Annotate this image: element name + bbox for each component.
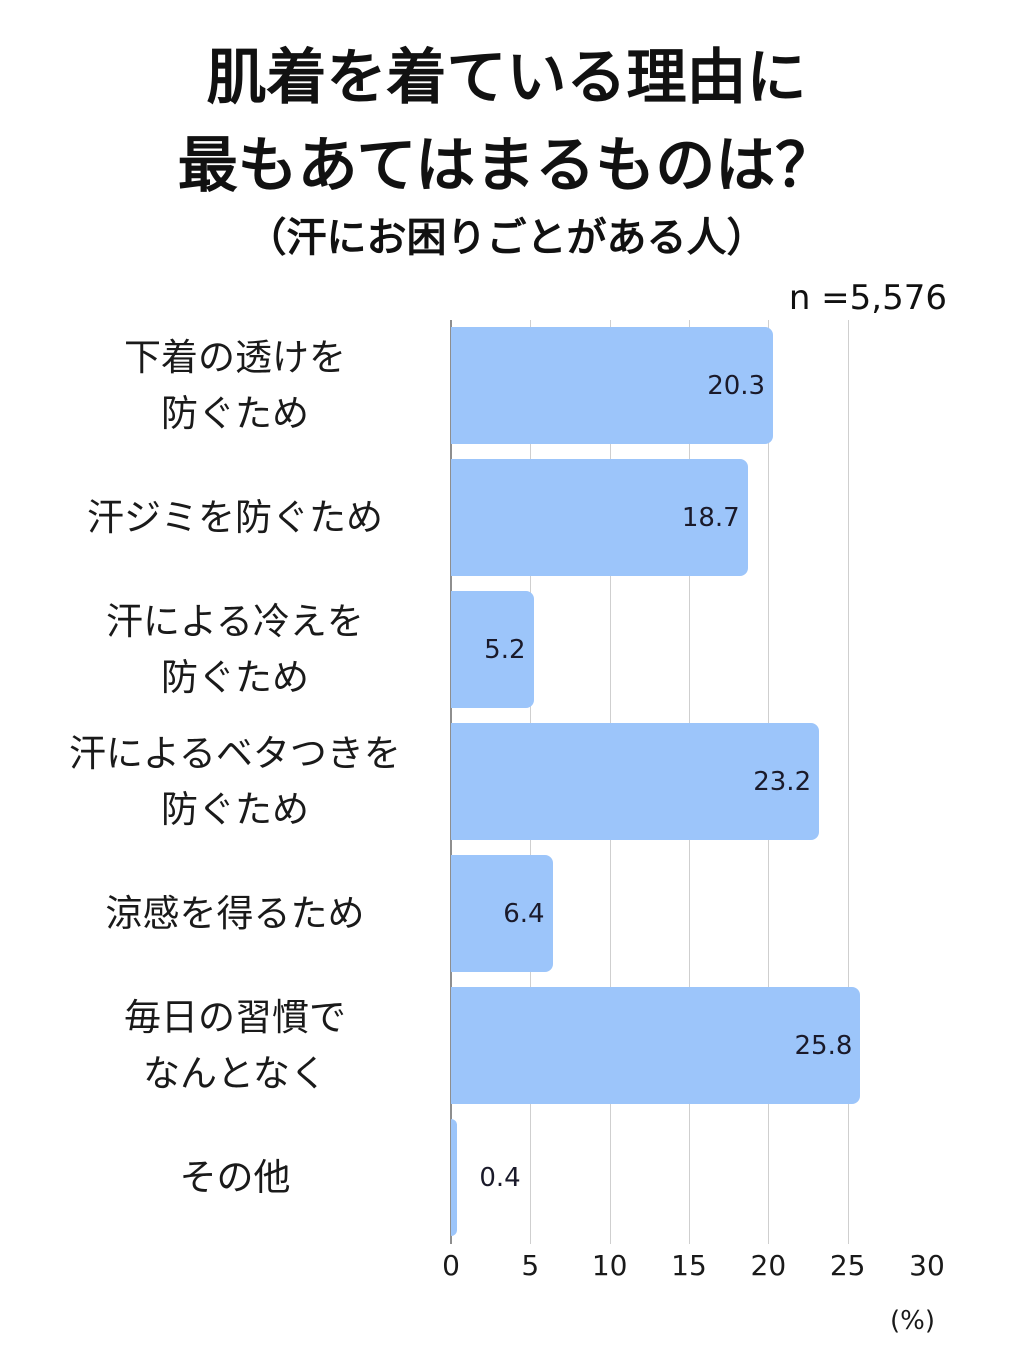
chart-subtitle: （汗にお困りごとがある人）	[246, 215, 767, 261]
bar-6	[451, 987, 861, 1104]
x-axis-unit: (%)	[890, 1306, 935, 1336]
category-label: 汗ジミを防ぐため	[87, 495, 383, 539]
chart-title-line1: 肌着を着ている理由に	[206, 43, 807, 113]
sample-size-label: n =5,576	[788, 278, 947, 318]
gridline-25	[847, 320, 849, 1244]
bar-2	[451, 459, 748, 576]
category-label: 汗によるベタつきを 防ぐため	[69, 731, 401, 831]
category-label: 毎日の習慣で なんとなく	[124, 995, 346, 1095]
bar-value-label: 6.4	[503, 898, 545, 929]
x-tick-label: 15	[671, 1249, 707, 1282]
category-label: 下着の透けを 防ぐため	[124, 335, 346, 435]
x-tick-label: 20	[750, 1249, 787, 1282]
bar-5	[451, 855, 553, 972]
bar-1	[451, 327, 774, 444]
x-tick-label: 0	[442, 1249, 460, 1282]
x-tick-label: 10	[591, 1249, 628, 1282]
bar-value-label: 20.3	[707, 370, 766, 401]
bar-value-label: 23.2	[753, 766, 812, 797]
bar-3	[451, 591, 534, 708]
category-label: 汗による冷えを 防ぐため	[106, 599, 364, 699]
bar-value-label: 25.8	[794, 1030, 853, 1061]
plot-area: 20.3 18.7 5.2 23.2 6.4 25.8 0.4	[450, 320, 931, 1244]
category-label: 涼感を得るため	[105, 891, 365, 935]
bar-value-label: 0.4	[479, 1162, 521, 1193]
bar-4	[451, 723, 820, 840]
chart-title-line2: 最もあてはまるものは？	[177, 131, 836, 201]
bar-7	[451, 1119, 458, 1236]
bar-value-label: 18.7	[681, 502, 740, 533]
bar-value-label: 5.2	[484, 634, 526, 665]
x-tick-label: 25	[829, 1249, 866, 1282]
x-tick-label: 30	[909, 1249, 945, 1282]
x-tick-label: 5	[521, 1249, 540, 1282]
category-label: その他	[179, 1155, 291, 1199]
